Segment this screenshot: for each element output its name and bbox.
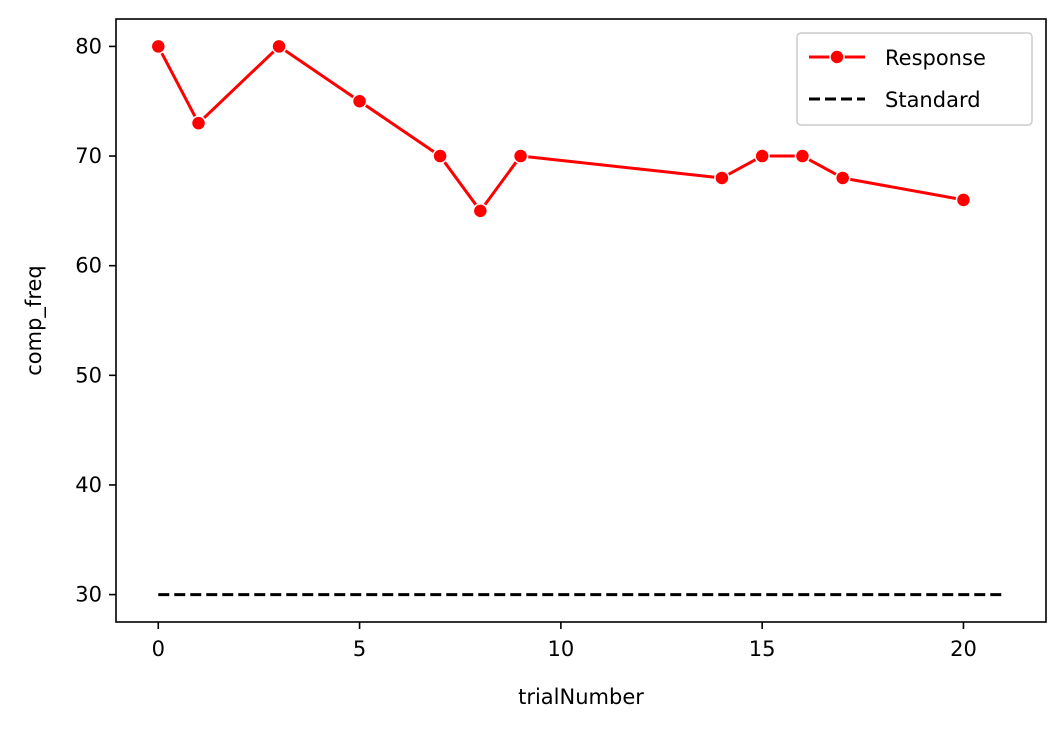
y-tick-label: 50 bbox=[75, 363, 102, 387]
y-tick-label: 30 bbox=[75, 583, 102, 607]
data-point bbox=[150, 38, 167, 55]
data-point bbox=[834, 170, 851, 186]
data-point bbox=[714, 170, 730, 186]
y-tick-label: 80 bbox=[75, 34, 102, 58]
series-layer bbox=[150, 38, 1004, 597]
legend: Response Standard bbox=[796, 32, 1033, 126]
y-axis-title: comp_freq bbox=[22, 265, 47, 376]
y-tick-label: 60 bbox=[75, 254, 102, 278]
x-tick-label: 0 bbox=[152, 637, 165, 661]
data-point bbox=[271, 38, 287, 55]
x-tick-label: 20 bbox=[950, 637, 977, 661]
data-point bbox=[190, 115, 207, 131]
data-point bbox=[955, 192, 972, 208]
legend-label: Response bbox=[885, 46, 986, 70]
data-point bbox=[512, 148, 529, 164]
x-tick-label: 15 bbox=[749, 637, 776, 661]
y-axis: 30 40 50 60 70 80 bbox=[75, 34, 116, 607]
x-tick-label: 5 bbox=[353, 637, 366, 661]
data-point bbox=[351, 93, 368, 109]
data-point bbox=[794, 148, 811, 164]
plot-frame bbox=[115, 18, 1047, 623]
data-point bbox=[432, 148, 448, 164]
legend-label: Standard bbox=[885, 88, 981, 112]
x-axis: 0 5 10 15 20 bbox=[152, 622, 977, 661]
y-tick-label: 70 bbox=[75, 144, 102, 168]
y-tick-label: 40 bbox=[75, 473, 102, 497]
x-axis-title: trialNumber bbox=[518, 685, 644, 709]
x-tick-label: 10 bbox=[548, 637, 575, 661]
legend-marker bbox=[829, 49, 845, 65]
data-point bbox=[472, 203, 489, 219]
data-point bbox=[754, 148, 770, 164]
